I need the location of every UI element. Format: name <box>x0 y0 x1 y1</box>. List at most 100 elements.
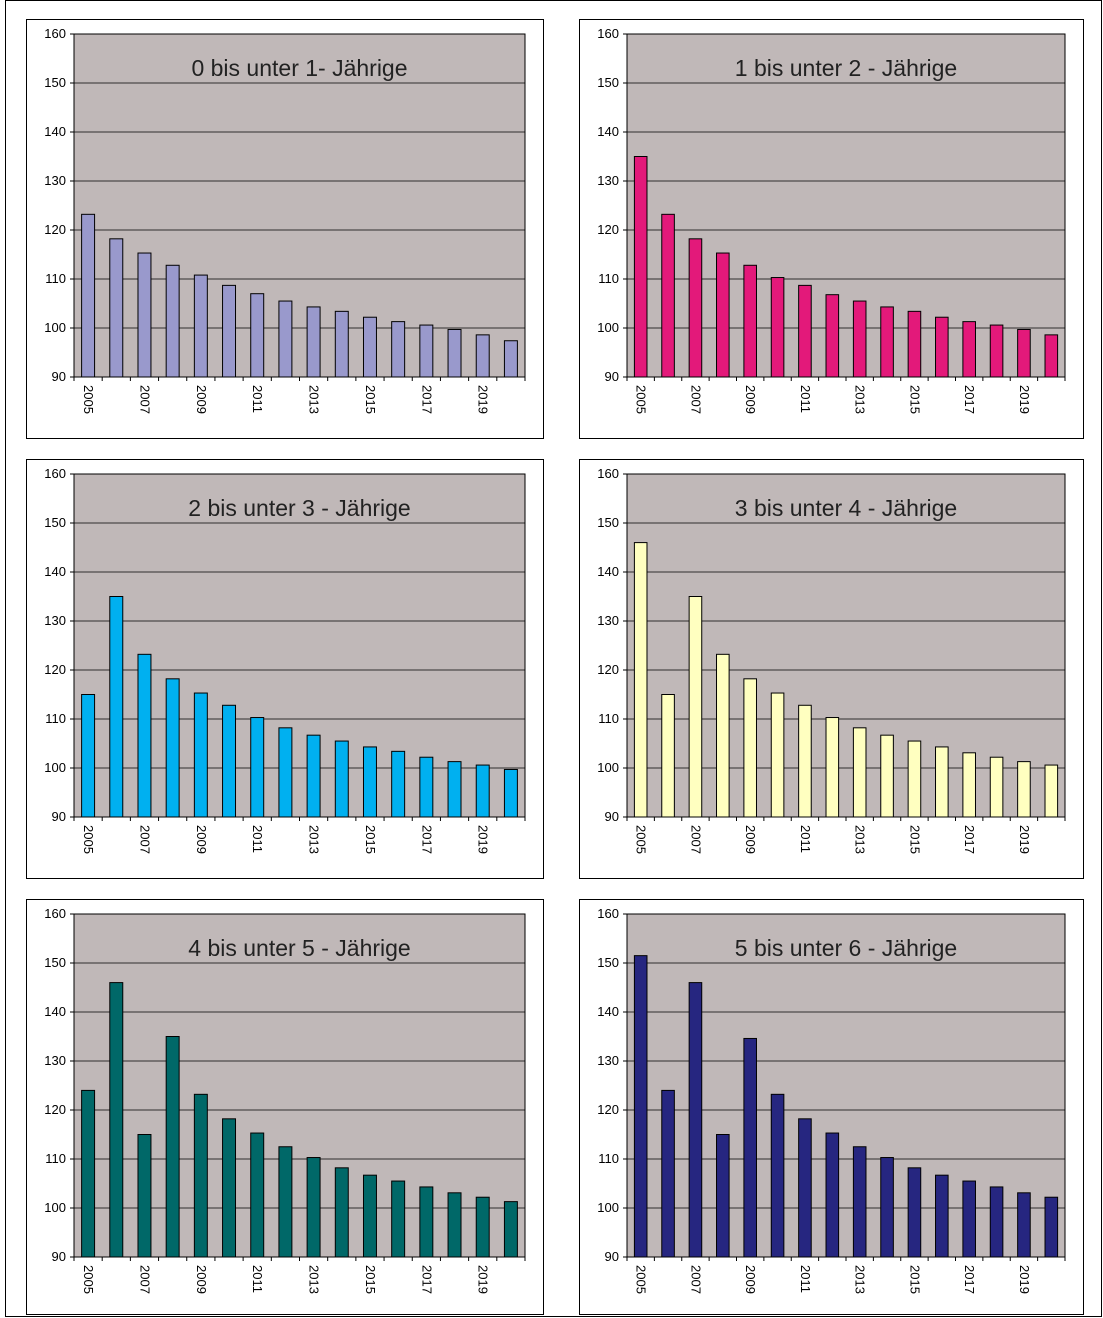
x-tick-label: 2005 <box>634 825 649 854</box>
x-tick-label: 2015 <box>363 385 378 414</box>
bar <box>907 310 922 378</box>
bar <box>633 542 648 818</box>
x-tick-label: 2007 <box>688 825 703 854</box>
bar <box>770 692 785 818</box>
bar <box>137 252 152 378</box>
x-tick-label: 2009 <box>194 385 209 414</box>
bar <box>688 596 703 818</box>
bar <box>334 1167 349 1258</box>
bar <box>798 704 812 818</box>
bar <box>907 1167 922 1258</box>
bar <box>989 756 1004 818</box>
x-tick-label: 2005 <box>634 1265 649 1294</box>
x-tick-label: 2005 <box>81 385 96 414</box>
x-tick-label: 2019 <box>1017 385 1032 414</box>
x-tick-label: 2017 <box>962 825 977 854</box>
x-tick-label: 2015 <box>907 1265 922 1294</box>
x-tick-label: 2007 <box>137 1265 152 1294</box>
bar <box>278 300 293 378</box>
y-tick-label: 140 <box>597 1004 619 1019</box>
y-tick-label: 120 <box>44 222 66 237</box>
y-tick-label: 100 <box>597 760 619 775</box>
bar <box>962 752 976 818</box>
bar <box>825 717 840 818</box>
y-tick-label: 100 <box>44 320 66 335</box>
y-tick-label: 120 <box>597 222 619 237</box>
bar <box>935 1174 949 1258</box>
bar <box>825 294 840 378</box>
x-tick-label: 2005 <box>81 825 96 854</box>
x-tick-label: 2009 <box>194 1265 209 1294</box>
bar <box>81 694 96 818</box>
bar <box>770 1093 785 1258</box>
chart-title: 5 bis unter 6 - Jährige <box>735 935 957 961</box>
figure-frame: 90 100 110 120 130 140 150 160 2005 2007 2009 2011 2… <box>5 0 1102 1317</box>
bar <box>278 1146 293 1258</box>
bar <box>193 692 208 818</box>
bar <box>391 1180 406 1258</box>
y-tick-label: 110 <box>45 271 66 286</box>
x-tick-label: 2007 <box>688 1265 703 1294</box>
y-tick-label: 140 <box>44 1004 66 1019</box>
bar <box>193 274 208 378</box>
bar <box>989 1186 1004 1258</box>
bar <box>334 740 349 818</box>
x-tick-label: 2011 <box>250 385 265 413</box>
y-tick-label: 130 <box>597 1053 619 1068</box>
bar <box>798 1118 812 1258</box>
y-tick-label: 140 <box>44 124 66 139</box>
bar <box>391 321 406 378</box>
x-tick-label: 2015 <box>907 385 922 414</box>
y-tick-label: 140 <box>44 564 66 579</box>
x-tick-label: 2011 <box>798 385 813 413</box>
y-tick-label: 160 <box>44 906 66 921</box>
bar <box>278 727 293 818</box>
x-tick-label: 2011 <box>250 1265 265 1293</box>
x-tick-label: 2009 <box>743 385 758 414</box>
bar <box>688 238 703 378</box>
x-tick-label: 2009 <box>743 825 758 854</box>
chart-panel-age-0-1: 90 100 110 120 130 140 150 160 2005 2007 2009 2011 2… <box>26 19 544 439</box>
x-tick-label: 2015 <box>907 825 922 854</box>
y-tick-label: 120 <box>44 1102 66 1117</box>
bar <box>137 1134 152 1258</box>
bar <box>81 213 96 378</box>
bar <box>1017 1192 1031 1258</box>
y-tick-label: 150 <box>597 75 619 90</box>
y-tick-label: 140 <box>597 564 619 579</box>
x-tick-label: 2013 <box>853 825 868 854</box>
bar <box>391 750 406 818</box>
bar <box>688 982 703 1258</box>
bar <box>798 284 812 378</box>
bar <box>880 306 894 378</box>
x-tick-label: 2019 <box>476 825 491 854</box>
x-tick-label: 2017 <box>962 385 977 414</box>
x-tick-label: 2011 <box>798 825 813 853</box>
x-tick-label: 2011 <box>250 825 265 853</box>
chart-title: 3 bis unter 4 - Jährige <box>735 495 957 521</box>
y-tick-label: 160 <box>44 466 66 481</box>
x-tick-label: 2019 <box>1017 1265 1032 1294</box>
y-tick-label: 90 <box>52 1249 66 1264</box>
y-tick-label: 90 <box>52 809 66 824</box>
y-tick-label: 160 <box>44 26 66 41</box>
y-tick-label: 140 <box>597 124 619 139</box>
bar <box>250 717 265 818</box>
y-tick-label: 120 <box>597 1102 619 1117</box>
y-tick-label: 130 <box>44 1053 66 1068</box>
bar <box>475 764 490 818</box>
x-tick-label: 2019 <box>1017 825 1032 854</box>
bar <box>743 1037 757 1258</box>
bar <box>137 653 152 818</box>
bar <box>1044 334 1059 378</box>
bar <box>475 334 490 378</box>
y-tick-label: 90 <box>605 809 619 824</box>
y-tick-label: 160 <box>597 466 619 481</box>
y-tick-label: 150 <box>44 75 66 90</box>
bar <box>852 300 867 378</box>
bar <box>989 324 1004 378</box>
bar <box>81 1089 96 1258</box>
y-tick-label: 120 <box>44 662 66 677</box>
bar <box>1017 761 1031 818</box>
bar <box>852 727 867 818</box>
